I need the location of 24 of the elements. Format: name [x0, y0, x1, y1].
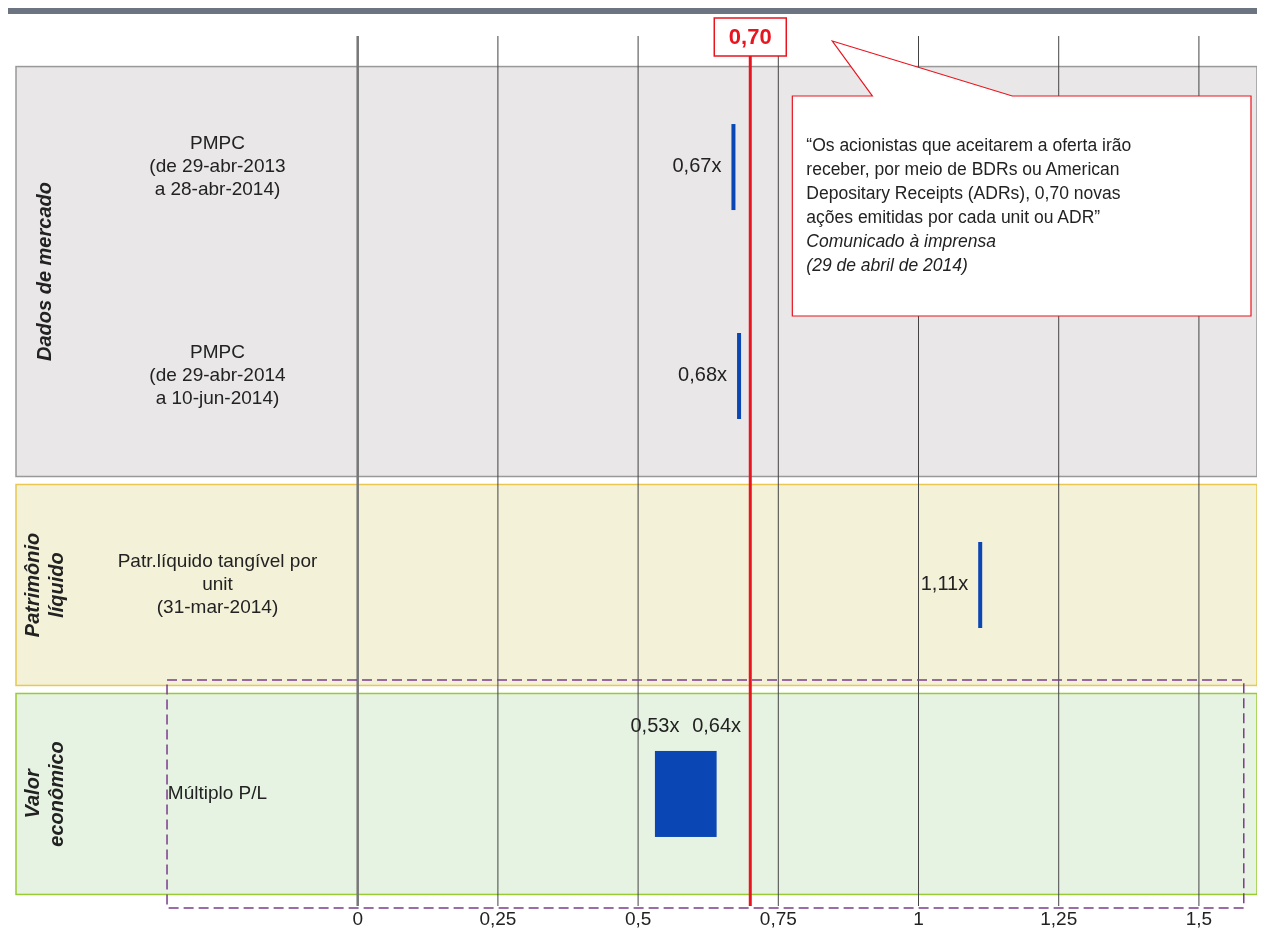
- y-tick-label: Patr.líquido tangível por unit (31-mar-2014): [117, 550, 318, 617]
- bar: [737, 333, 742, 420]
- bar: [731, 124, 736, 211]
- y-tick-label: Múltiplo P/L: [167, 781, 268, 803]
- band-label: Valor econômico: [21, 741, 68, 847]
- annotation: 0,64x: [692, 713, 742, 736]
- x-tick-label: 0,5: [624, 908, 652, 930]
- x-tick-label: 0: [352, 908, 363, 930]
- x-tick-label: 1,5: [1185, 908, 1213, 930]
- data-label: 0,67x: [672, 154, 722, 177]
- ref-line-label: 0,70: [728, 23, 772, 49]
- y-tick-label: PMPC (de 29-abr-2014 a 10-jun-2014): [149, 341, 287, 409]
- x-tick-label: 1: [913, 908, 924, 930]
- annotation: “Os acionistas que aceitarem a oferta irão receber, por meio de BDRs ou American Depositary Receipts (ADRs), 0,70 novas ações emitidas por cada unit ou ADR” Comunicado à imprensa (29 de abril de 2014): [806, 134, 1132, 275]
- annotation: 0,53x: [630, 713, 680, 736]
- data-label: 1,11x: [920, 572, 969, 595]
- x-tick-label: 1,25: [1040, 908, 1078, 930]
- bar: [978, 541, 983, 628]
- band-label: Patrimônio líquido: [21, 532, 68, 638]
- x-tick-label: 0,25: [479, 908, 517, 930]
- y-tick-label: PMPC (de 29-abr-2013 a 28-abr-2014): [149, 132, 286, 200]
- x-tick-label: 0,75: [759, 908, 797, 930]
- data-label: 0,68x: [678, 363, 728, 386]
- band-label: Dados de mercado: [33, 182, 56, 361]
